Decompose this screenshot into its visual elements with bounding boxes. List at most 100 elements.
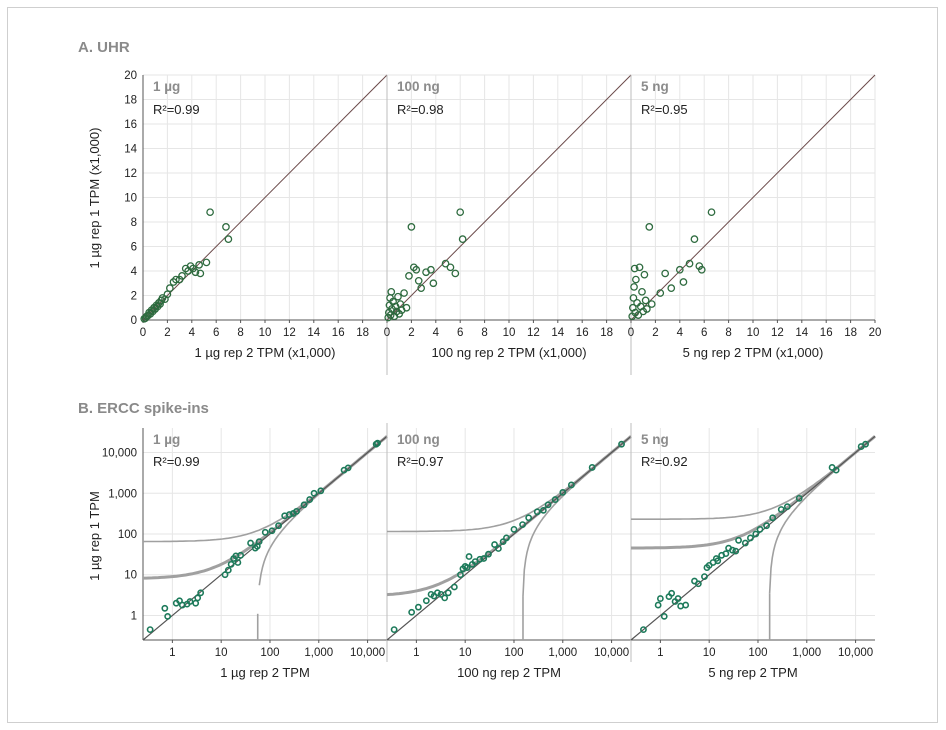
uhr-panel-1-point — [152, 301, 161, 310]
ercc-panel-2-x-tick-label: 10 — [459, 647, 472, 659]
uhr-panel-1-point — [206, 208, 214, 217]
uhr-panel-3-point — [667, 284, 676, 292]
uhr-panel-2-x-tick-label: 4 — [433, 327, 440, 339]
ercc-panel-2-point — [618, 440, 625, 448]
ercc-panel-3-point — [701, 573, 708, 581]
uhr-panel-3-point — [630, 283, 638, 291]
uhr-panel-2-point — [405, 272, 413, 280]
uhr-panel-2-point — [427, 265, 435, 274]
ercc-panel-3-point — [660, 612, 668, 620]
ercc-panel-3-point — [769, 514, 777, 522]
uhr-panel-3-point — [645, 223, 654, 231]
uhr-panel-3-point — [638, 287, 646, 296]
uhr-panel-3-point — [635, 263, 644, 272]
ercc-panel-3-label: 5 ng — [641, 432, 669, 447]
uhr-panel-1-point — [145, 308, 153, 317]
uhr-y-tick-label: 16 — [124, 119, 137, 131]
ercc-panel-1-point — [374, 439, 381, 447]
ercc-panel-2-point — [422, 597, 430, 605]
uhr-y-axis-label: 1 µg rep 1 TPM (x1,000) — [87, 128, 102, 269]
uhr-panel-3-x-tick-label: 18 — [844, 327, 857, 339]
ercc-panel-2-point — [465, 553, 473, 560]
ercc-panel-3-r2: R²=0.92 — [641, 454, 688, 469]
ercc-panel-1-point — [268, 527, 276, 535]
uhr-panel-3-point — [685, 259, 694, 268]
uhr-panel-3-point — [633, 298, 641, 307]
uhr-panel-2-point — [409, 263, 418, 272]
ercc-panel-3-point — [783, 503, 791, 511]
uhr-panel-2-point — [451, 269, 460, 278]
ercc-panel-3-x-tick-label: 1 — [657, 647, 663, 659]
uhr-panel-3-point — [640, 270, 649, 279]
ercc-panel-2-x-tick-label: 1,000 — [548, 647, 577, 659]
ercc-panel-1-x-tick-label: 1,000 — [304, 647, 333, 659]
uhr-panel-1-point — [172, 275, 180, 284]
ercc-panel-2-point — [415, 603, 422, 611]
ercc-panel-3-point — [777, 506, 785, 513]
ercc-panel-1-point — [186, 598, 194, 605]
ercc-panel-2-point — [476, 555, 484, 563]
ercc-panel-1-x-axis-label: 1 µg rep 2 TPM — [220, 665, 310, 680]
ercc-panel-3-point — [752, 530, 760, 538]
uhr-panel-1-point — [178, 272, 186, 280]
ercc-panel-2-point — [503, 534, 510, 542]
uhr-panel-2-point — [458, 235, 467, 243]
ercc-panel-3-x-axis-label: 5 ng rep 2 TPM — [708, 665, 797, 680]
ercc-panel-3-x-tick-label: 10,000 — [838, 647, 873, 659]
uhr-panel-1-point — [186, 262, 195, 270]
ercc-panel-1-point — [194, 594, 202, 602]
ercc-panel-2-point — [450, 583, 458, 591]
ercc-panel-2-point — [485, 550, 492, 558]
ercc-panel-3-upper-curve — [631, 435, 876, 520]
uhr-panel-3-point — [679, 278, 688, 286]
ercc-panel-2-point — [457, 571, 464, 579]
uhr-panel-3-x-tick-label: 12 — [771, 327, 784, 339]
ercc-panel-3-point — [656, 595, 664, 602]
ercc-panel-3-point — [735, 536, 742, 544]
uhr-panel-1-point — [222, 223, 230, 231]
ercc-panel-2-point — [390, 626, 398, 634]
ercc-panel-1-point — [146, 626, 154, 634]
ercc-panel-3-point — [862, 440, 869, 448]
ercc-panel-1-point — [293, 507, 300, 515]
ercc-panel-1-point — [247, 539, 254, 547]
ercc-panel-2-point — [444, 589, 452, 597]
ercc-panel-1-point — [234, 559, 242, 566]
uhr-y-tick-label: 20 — [124, 70, 137, 82]
uhr-panel-3-label: 5 ng — [641, 79, 669, 94]
uhr-panel-2-x-tick-label: 8 — [481, 327, 487, 339]
uhr-panel-3-point — [656, 289, 665, 297]
ercc-y-tick-label: 100 — [118, 529, 137, 541]
uhr-panel-2-x-tick-label: 14 — [551, 327, 564, 339]
uhr-panel-2-point — [412, 265, 421, 274]
uhr-panel-1-x-tick-label: 18 — [356, 327, 369, 339]
uhr-panel-1-point — [151, 305, 160, 313]
section-b-title: B. ERCC spike-ins — [78, 400, 209, 417]
uhr-panel-3-point — [697, 265, 706, 274]
uhr-panel-2-identity-line — [386, 74, 632, 321]
uhr-panel-3-x-tick-label: 4 — [677, 327, 684, 339]
ercc-panel-1-point — [344, 464, 352, 472]
ercc-panel-3-lower-curve — [768, 435, 876, 594]
ercc-y-tick-label: 1,000 — [108, 488, 137, 500]
ercc-panel-2-point — [437, 590, 445, 598]
ercc-panel-2-upper-curve — [387, 435, 632, 533]
uhr-panel-1-x-axis-label: 1 µg rep 2 TPM (x1,000) — [195, 345, 336, 360]
uhr-panel-3-point — [690, 235, 699, 243]
ercc-panel-1-x-tick-label: 1 — [169, 647, 175, 659]
uhr-y-tick-label: 12 — [124, 168, 137, 180]
uhr-panel-3-x-tick-label: 20 — [869, 327, 882, 339]
uhr-panel-2-point — [407, 223, 416, 231]
uhr-panel-3-point — [629, 294, 638, 302]
uhr-panel-2-point — [392, 307, 401, 316]
ercc-panel-3-x-tick-label: 1,000 — [792, 647, 821, 659]
ercc-panel-2-point — [559, 488, 567, 496]
uhr-panel-1-r2: R²=0.99 — [153, 102, 200, 117]
ercc-panel-2-point — [588, 464, 596, 471]
uhr-panel-1-x-tick-label: 0 — [140, 327, 146, 339]
ercc-panel-3-point — [654, 601, 662, 609]
uhr-panel-2-point — [441, 259, 450, 268]
ercc-panel-2-point — [519, 521, 526, 529]
ercc-panel-1-point — [237, 551, 244, 559]
